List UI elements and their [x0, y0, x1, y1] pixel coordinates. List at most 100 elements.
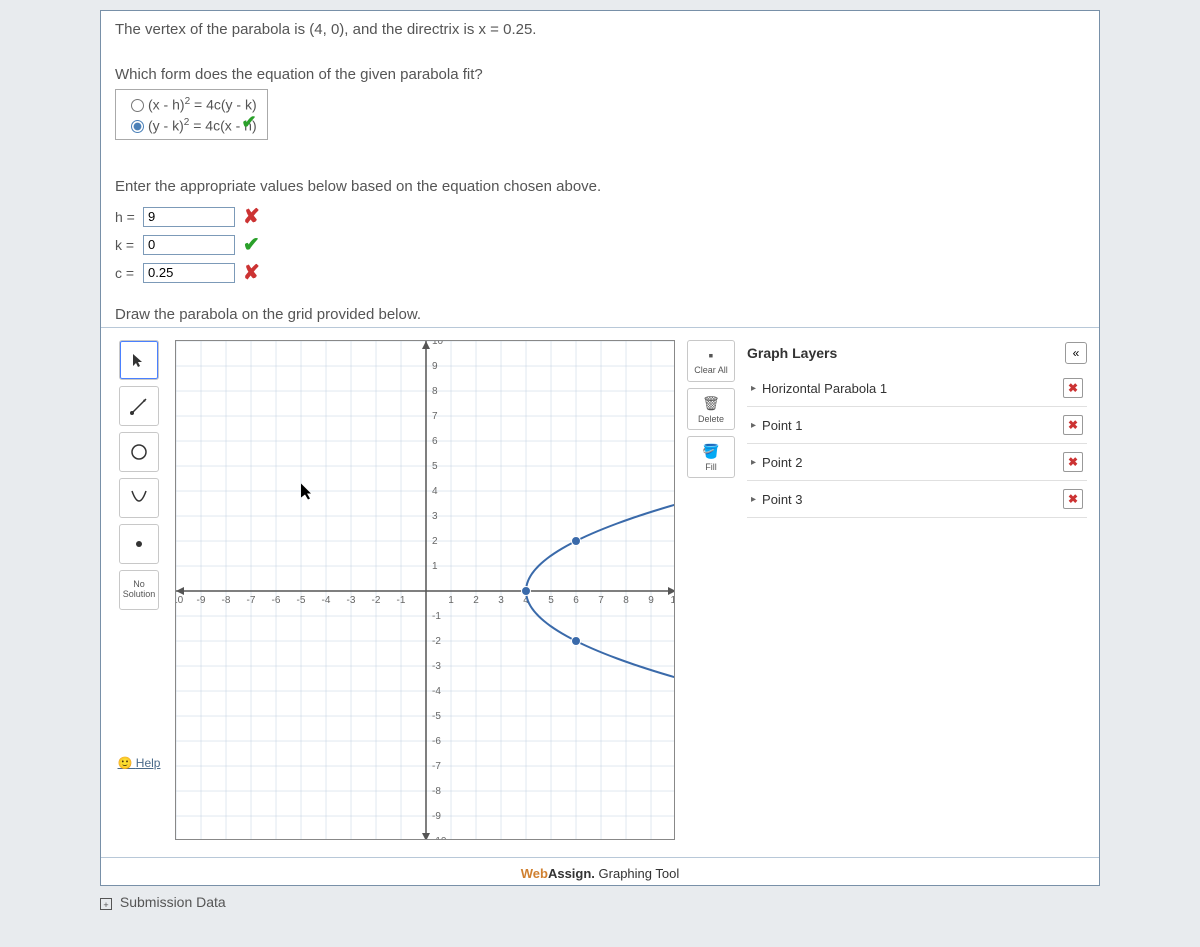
graph-grid[interactable]: -10 -9 -8 -7 -6 -5 -4 -3 -2 -1 1 2 3 4 5 6 7 8 9 10 -10 -9 -8 -…: [175, 340, 675, 845]
svg-text:2: 2: [473, 595, 479, 606]
svg-text:6: 6: [573, 595, 579, 606]
layer-name: Point 2: [762, 455, 802, 470]
expand-icon: ▸: [751, 457, 756, 468]
fill-label: Fill: [705, 462, 717, 472]
svg-text:1: 1: [432, 561, 438, 572]
layer-name: Horizontal Parabola 1: [762, 381, 887, 396]
layer-row-1[interactable]: ▸ Point 1 ✖: [747, 407, 1087, 444]
option-2-row[interactable]: (y - k)2 = 4c(x - h): [126, 115, 257, 136]
delete-button[interactable]: 🗑 Delete: [687, 388, 735, 430]
svg-text:-2: -2: [372, 595, 381, 606]
svg-text:-7: -7: [247, 595, 256, 606]
svg-text:-3: -3: [347, 595, 356, 606]
svg-text:1: 1: [448, 595, 454, 606]
option-2-label: (y - k)2 = 4c(x - h): [148, 117, 257, 134]
layer-name: Point 1: [762, 418, 802, 433]
option-2-radio[interactable]: [131, 120, 144, 133]
fill-button[interactable]: 🪣 Fill: [687, 436, 735, 478]
layer-delete-button[interactable]: ✖: [1063, 415, 1083, 435]
svg-text:-4: -4: [322, 595, 331, 606]
side-tools: ▪ Clear All 🗑 Delete 🪣 Fill: [685, 340, 737, 478]
clear-all-icon: ▪: [709, 347, 714, 363]
svg-text:5: 5: [548, 595, 554, 606]
parabola-tool[interactable]: [119, 478, 159, 518]
layer-delete-button[interactable]: ✖: [1063, 489, 1083, 509]
svg-text:-5: -5: [432, 711, 441, 722]
no-solution-tool[interactable]: No Solution: [119, 570, 159, 610]
form-correct-icon: ✔: [242, 112, 257, 133]
tool-column: No Solution 🙂 Help: [113, 340, 165, 770]
svg-text:-1: -1: [397, 595, 406, 606]
k-correct-icon: ✔: [243, 232, 260, 257]
svg-text:9: 9: [648, 595, 654, 606]
option-1-row[interactable]: (x - h)2 = 4c(y - k): [126, 94, 257, 115]
layer-row-3[interactable]: ▸ Point 3 ✖: [747, 481, 1087, 518]
collapse-layers-button[interactable]: «: [1065, 342, 1087, 364]
svg-text:10: 10: [432, 340, 444, 347]
svg-text:8: 8: [623, 595, 629, 606]
fill-icon: 🪣: [702, 443, 719, 460]
layer-name: Point 3: [762, 492, 802, 507]
svg-text:8: 8: [432, 386, 438, 397]
expand-icon: ▸: [751, 383, 756, 394]
svg-text:-9: -9: [432, 811, 441, 822]
svg-text:7: 7: [432, 411, 438, 422]
svg-text:-9: -9: [197, 595, 206, 606]
svg-text:3: 3: [498, 595, 504, 606]
svg-text:-5: -5: [297, 595, 306, 606]
layer-row-2[interactable]: ▸ Point 2 ✖: [747, 444, 1087, 481]
h-label: h =: [115, 209, 143, 225]
question-which-form: Which form does the equation of the give…: [101, 44, 1099, 89]
point-tool[interactable]: [119, 524, 159, 564]
svg-text:5: 5: [432, 461, 438, 472]
clear-all-button[interactable]: ▪ Clear All: [687, 340, 735, 382]
svg-text:-1: -1: [432, 611, 441, 622]
h-input[interactable]: [143, 207, 235, 227]
option-1-label: (x - h)2 = 4c(y - k): [148, 96, 257, 113]
svg-text:-7: -7: [432, 761, 441, 772]
layer-delete-button[interactable]: ✖: [1063, 452, 1083, 472]
line-tool[interactable]: [119, 386, 159, 426]
svg-text:-8: -8: [222, 595, 231, 606]
question-intro: The vertex of the parabola is (4, 0), an…: [101, 11, 1099, 44]
clear-all-label: Clear All: [694, 365, 728, 375]
expand-icon: ▸: [751, 494, 756, 505]
form-options-box: (x - h)2 = 4c(y - k) (y - k)2 = 4c(x - h…: [115, 89, 268, 140]
svg-text:-10: -10: [432, 836, 447, 840]
svg-text:9: 9: [432, 361, 438, 372]
submission-data-toggle[interactable]: + Submission Data: [100, 886, 1100, 910]
delete-label: Delete: [698, 414, 724, 424]
c-wrong-icon: ✘: [243, 260, 260, 285]
webassign-footer: WebAssign. Graphing Tool: [101, 857, 1099, 885]
layers-panel: Graph Layers « ▸ Horizontal Parabola 1 ✖ ▸ P…: [747, 340, 1087, 518]
layer-delete-button[interactable]: ✖: [1063, 378, 1083, 398]
circle-tool[interactable]: [119, 432, 159, 472]
values-prompt: Enter the appropriate values below based…: [101, 158, 1099, 201]
svg-text:7: 7: [598, 595, 604, 606]
help-link[interactable]: 🙂 Help: [118, 756, 161, 770]
svg-text:-3: -3: [432, 661, 441, 672]
svg-text:-10: -10: [175, 595, 184, 606]
svg-text:-6: -6: [272, 595, 281, 606]
expand-icon: ▸: [751, 420, 756, 431]
svg-text:3: 3: [432, 511, 438, 522]
layers-title: Graph Layers: [747, 345, 837, 361]
svg-text:-2: -2: [432, 636, 441, 647]
k-input[interactable]: [143, 235, 235, 255]
draw-prompt: Draw the parabola on the grid provided b…: [101, 288, 1099, 328]
svg-text:4: 4: [432, 486, 438, 497]
svg-text:2: 2: [432, 536, 438, 547]
svg-text:-8: -8: [432, 786, 441, 797]
svg-text:-6: -6: [432, 736, 441, 747]
svg-text:6: 6: [432, 436, 438, 447]
svg-text:-4: -4: [432, 686, 441, 697]
h-wrong-icon: ✘: [243, 204, 260, 229]
plus-icon: +: [100, 898, 112, 910]
delete-icon: 🗑: [702, 395, 720, 412]
c-label: c =: [115, 265, 143, 281]
svg-text:10: 10: [670, 595, 675, 606]
layer-row-0[interactable]: ▸ Horizontal Parabola 1 ✖: [747, 370, 1087, 407]
c-input[interactable]: [143, 263, 235, 283]
pointer-tool[interactable]: [119, 340, 159, 380]
option-1-radio[interactable]: [131, 99, 144, 112]
